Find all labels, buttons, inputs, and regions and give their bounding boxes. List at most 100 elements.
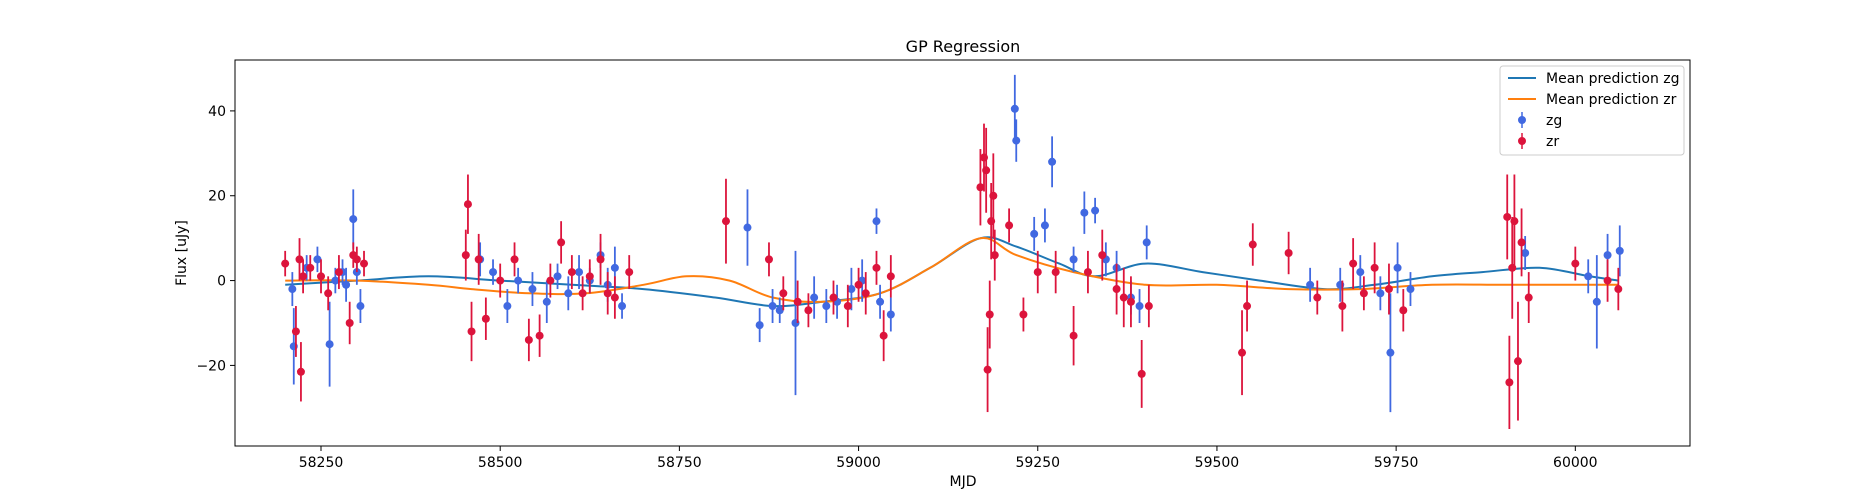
data-point-zr <box>1571 259 1580 268</box>
series-zg <box>288 74 1624 413</box>
data-point-zg <box>886 310 895 319</box>
x-tick-label: 59000 <box>836 455 881 471</box>
data-point-zr <box>1399 306 1408 315</box>
data-point-zg <box>755 321 764 330</box>
data-point-zr <box>1126 297 1135 306</box>
data-point-zg <box>1603 251 1612 260</box>
data-point-zr <box>1384 285 1393 294</box>
y-tick-label: 0 <box>217 274 226 290</box>
data-point-zg <box>876 297 885 306</box>
data-point-zr <box>299 272 308 281</box>
chart-title: GP Regression <box>906 37 1021 56</box>
data-point-zg <box>1048 157 1057 166</box>
data-point-zr <box>317 272 326 281</box>
data-point-zr <box>721 217 730 226</box>
data-point-zr <box>585 272 594 281</box>
data-point-zr <box>793 297 802 306</box>
data-point-zr <box>1614 285 1623 294</box>
data-point-zg <box>1584 272 1593 281</box>
data-point-zr <box>879 331 888 340</box>
data-point-zr <box>1313 293 1322 302</box>
data-point-zr <box>1119 293 1128 302</box>
data-point-zg <box>610 263 619 272</box>
legend-label-mean-zr: Mean prediction zr <box>1546 92 1677 108</box>
data-point-zr <box>463 200 472 209</box>
data-point-zr <box>610 293 619 302</box>
legend-label-zg: zg <box>1546 113 1562 129</box>
data-point-zr <box>1238 348 1247 357</box>
x-tick-label: 58750 <box>657 455 702 471</box>
data-point-zr <box>990 251 999 260</box>
data-point-zr <box>557 238 566 247</box>
data-point-zr <box>1005 221 1014 230</box>
data-point-zg <box>872 217 881 226</box>
data-point-zg <box>313 255 322 264</box>
data-point-zr <box>360 259 369 268</box>
data-point-zg <box>553 272 562 281</box>
data-point-zr <box>861 289 870 298</box>
y-tick-label: 40 <box>208 104 226 120</box>
data-point-zg <box>1406 285 1415 294</box>
data-point-zr <box>467 327 476 336</box>
data-point-zr <box>1513 357 1522 366</box>
data-point-zg <box>288 285 297 294</box>
data-point-zg <box>564 289 573 298</box>
data-point-zg <box>331 276 340 285</box>
data-point-zg <box>822 302 831 311</box>
data-point-zr <box>985 310 994 319</box>
data-point-zg <box>503 302 512 311</box>
data-point-zg <box>1376 289 1385 298</box>
data-point-zr <box>296 367 305 376</box>
data-point-zr <box>1051 268 1060 277</box>
data-point-zg <box>1135 302 1144 311</box>
data-point-zr <box>1524 293 1533 302</box>
data-point-zr <box>510 255 519 264</box>
legend-box <box>1499 65 1685 156</box>
data-point-zr <box>982 166 991 175</box>
data-point-zr <box>1112 285 1121 294</box>
x-axis-label: MJD <box>950 474 977 490</box>
data-point-zr <box>779 289 788 298</box>
x-tick-label: 59250 <box>1015 455 1060 471</box>
legend-marker-zg <box>1518 116 1526 124</box>
data-point-zg <box>1012 136 1021 145</box>
data-point-zg <box>810 293 819 302</box>
data-point-zr <box>1137 369 1146 378</box>
data-point-zr <box>1069 331 1078 340</box>
data-point-zr <box>764 255 773 264</box>
data-point-zg <box>325 340 334 349</box>
data-point-zr <box>291 327 300 336</box>
data-point-zr <box>1370 263 1379 272</box>
data-point-zr <box>1083 268 1092 277</box>
data-point-zr <box>306 263 315 272</box>
data-point-zr <box>872 263 881 272</box>
data-point-zg <box>1521 249 1530 257</box>
data-point-zg <box>1030 229 1039 238</box>
series-layer <box>281 74 1624 430</box>
x-axis: 58250 58500 58750 59000 59250 59500 59750 60000 <box>299 446 1598 471</box>
data-point-zr <box>496 276 505 285</box>
data-point-zr <box>324 289 333 298</box>
x-tick-label: 60000 <box>1553 455 1598 471</box>
data-point-zg <box>1010 104 1019 113</box>
data-point-zr <box>829 293 838 302</box>
data-point-zg <box>342 280 351 289</box>
data-point-zr <box>1603 276 1612 285</box>
data-point-zr <box>596 255 605 264</box>
data-point-zr <box>1284 249 1293 257</box>
data-point-zr <box>352 255 361 264</box>
data-point-zr <box>1359 289 1368 298</box>
data-point-zg <box>356 302 365 311</box>
legend-marker-zr <box>1518 137 1526 145</box>
data-point-zg <box>575 268 584 277</box>
data-point-zr <box>1243 302 1252 311</box>
data-point-zg <box>514 276 523 285</box>
data-point-zg <box>1091 206 1100 215</box>
y-tick-label: −20 <box>196 358 226 374</box>
data-point-zg <box>1142 238 1151 247</box>
data-point-zr <box>1349 259 1358 268</box>
data-point-zg <box>743 223 752 232</box>
data-point-zg <box>542 297 551 306</box>
data-point-zr <box>295 255 304 264</box>
